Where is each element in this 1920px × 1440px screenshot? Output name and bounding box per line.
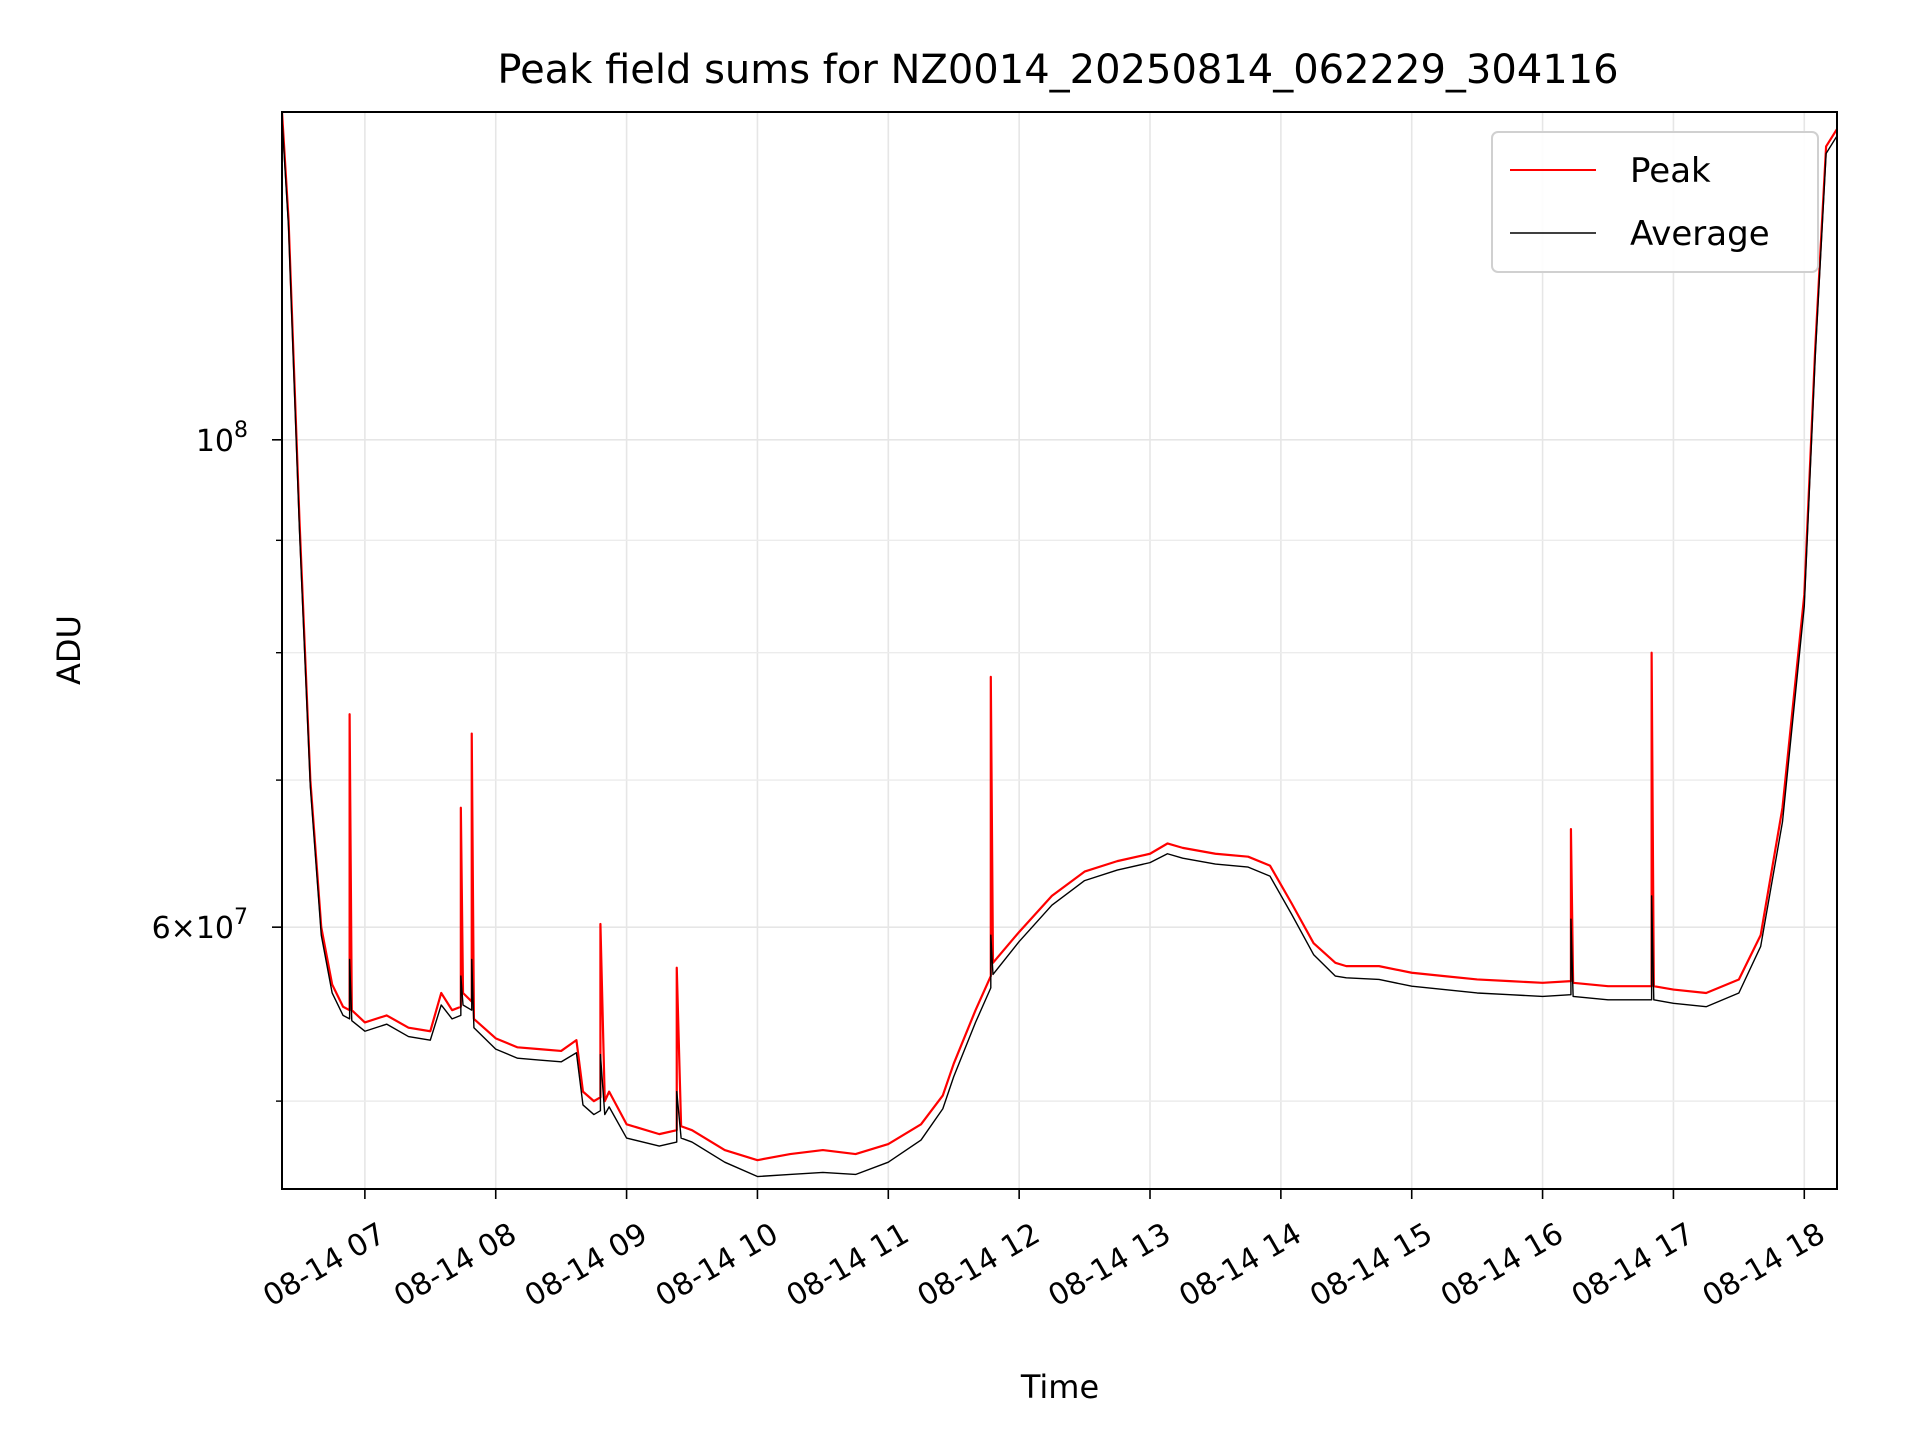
- legend-label-peak: Peak: [1630, 151, 1711, 191]
- series-line-average: [282, 118, 1837, 1178]
- legend-label-average: Average: [1630, 214, 1770, 254]
- legend[interactable]: Peak Average: [1491, 131, 1819, 273]
- y-axis-title: ADU: [50, 615, 88, 685]
- y-tick-label: 6×107: [152, 905, 248, 946]
- y-axis: 6×107 108: [152, 418, 282, 1102]
- series-line-peak: [282, 112, 1837, 1162]
- y-tick-label: 108: [196, 418, 248, 459]
- plot-area: [282, 112, 1837, 1178]
- series-layer: [282, 112, 1837, 1178]
- x-axis-title: Time: [1020, 1368, 1099, 1406]
- legend-box: [1491, 131, 1819, 273]
- plot-frame: [281, 111, 1838, 1190]
- chart-title: Peak field sums for NZ0014_20250814_0622…: [497, 47, 1618, 93]
- grid: [282, 112, 1837, 1189]
